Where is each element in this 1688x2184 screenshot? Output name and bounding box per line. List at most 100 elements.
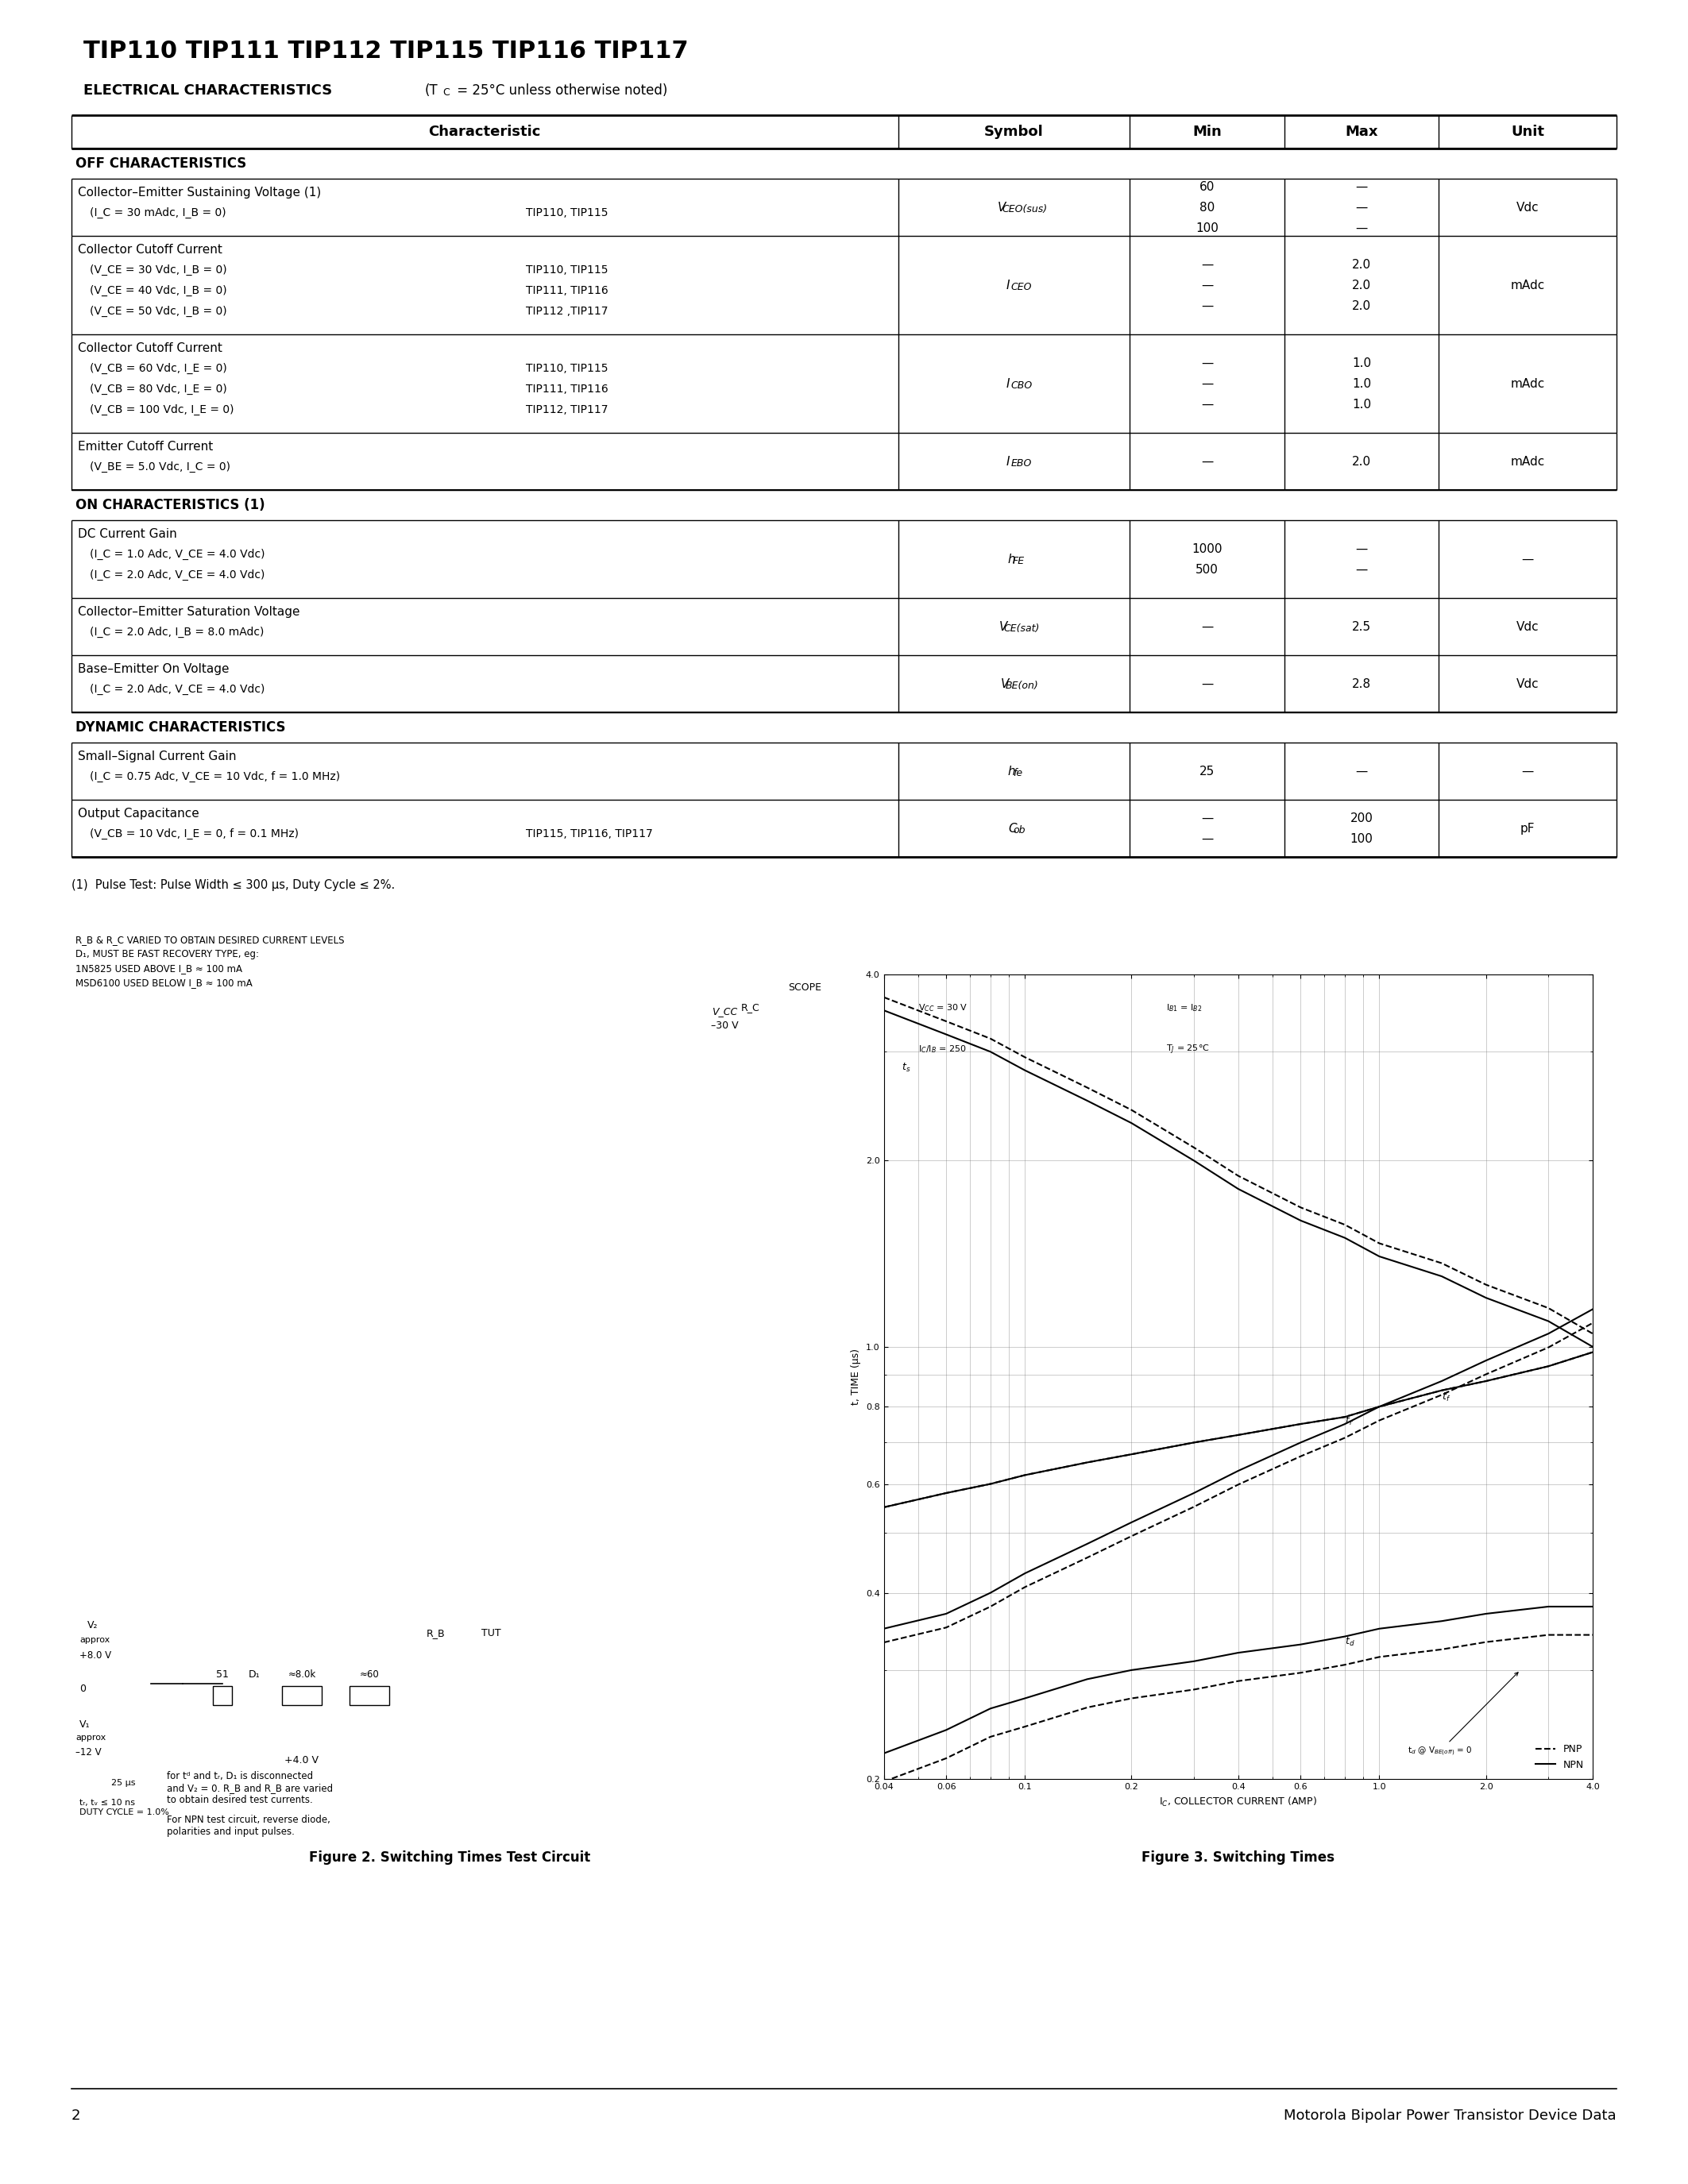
Text: 2.0: 2.0 (1352, 280, 1371, 290)
Text: (V_CE = 30 Vdc, I_B = 0): (V_CE = 30 Vdc, I_B = 0) (89, 264, 226, 275)
Text: pF: pF (1521, 823, 1534, 834)
Text: (V_CB = 80 Vdc, I_E = 0): (V_CB = 80 Vdc, I_E = 0) (89, 384, 226, 395)
Text: 2.0: 2.0 (1352, 258, 1371, 271)
Text: CEO: CEO (1011, 282, 1031, 293)
Text: CBO: CBO (1011, 380, 1033, 391)
tr (1538, 1354, 1558, 1380)
Text: FE: FE (1013, 557, 1025, 566)
tf (1229, 1457, 1249, 1483)
Text: Emitter Cutoff Current: Emitter Cutoff Current (78, 441, 213, 452)
X-axis label: I$_C$, COLLECTOR CURRENT (AMP): I$_C$, COLLECTOR CURRENT (AMP) (1160, 1795, 1317, 1808)
td (937, 1717, 957, 1743)
Text: Characteristic: Characteristic (429, 124, 540, 140)
tf (1475, 1348, 1496, 1374)
ts (874, 998, 895, 1024)
Text: 80: 80 (1200, 201, 1215, 214)
td (1431, 1607, 1452, 1634)
Text: —: — (1202, 397, 1214, 411)
td (1291, 1631, 1312, 1658)
Text: Base–Emitter On Voltage: Base–Emitter On Voltage (78, 664, 230, 675)
Text: OFF CHARACTERISTICS: OFF CHARACTERISTICS (76, 157, 246, 170)
Text: (I_C = 30 mAdc, I_B = 0): (I_C = 30 mAdc, I_B = 0) (89, 207, 226, 218)
Text: TUT: TUT (481, 1627, 501, 1638)
Bar (213, 1686, 231, 1706)
ts (981, 1040, 1001, 1066)
Y-axis label: t, TIME (μs): t, TIME (μs) (851, 1348, 861, 1404)
Text: 1.0: 1.0 (1352, 397, 1371, 411)
Text: t$_d$: t$_d$ (1345, 1636, 1355, 1647)
Text: I$_{B1}$ = I$_{B2}$: I$_{B1}$ = I$_{B2}$ (1166, 1002, 1202, 1013)
td (1475, 1601, 1496, 1627)
Text: D₁: D₁ (248, 1669, 260, 1679)
Text: —: — (1202, 299, 1214, 312)
Bar (349, 1686, 390, 1706)
Text: (V_BE = 5.0 Vdc, I_C = 0): (V_BE = 5.0 Vdc, I_C = 0) (89, 461, 230, 472)
Text: Vdc: Vdc (1516, 620, 1539, 633)
Text: —: — (1355, 181, 1367, 192)
Text: For NPN test circuit, reverse diode,
polarities and input pulses.: For NPN test circuit, reverse diode, pol… (167, 1815, 331, 1837)
Text: 0: 0 (79, 1684, 86, 1695)
Text: –30 V: –30 V (711, 1020, 739, 1031)
Bar (282, 1686, 322, 1706)
Text: tᵣ, tᵥ ≤ 10 ns
DUTY CYCLE = 1.0%: tᵣ, tᵥ ≤ 10 ns DUTY CYCLE = 1.0% (79, 1800, 169, 1815)
Text: I: I (1006, 456, 1009, 467)
Text: ELECTRICAL CHARACTERISTICS: ELECTRICAL CHARACTERISTICS (83, 83, 338, 98)
Text: DYNAMIC CHARACTERISTICS: DYNAMIC CHARACTERISTICS (76, 721, 285, 734)
ts (1077, 1088, 1097, 1114)
ts (937, 1022, 957, 1048)
Text: 25 μs: 25 μs (111, 1780, 135, 1787)
Text: t$_s$: t$_s$ (901, 1061, 912, 1075)
Text: C: C (1008, 823, 1016, 834)
Text: C: C (442, 87, 449, 98)
Text: Symbol: Symbol (984, 124, 1043, 140)
Text: 1N5825 USED ABOVE I_B ≈ 100 mA: 1N5825 USED ABOVE I_B ≈ 100 mA (76, 963, 243, 974)
tr (937, 1481, 957, 1507)
Text: I: I (1006, 378, 1009, 389)
tf (874, 1616, 895, 1642)
Text: ON CHARACTERISTICS (1): ON CHARACTERISTICS (1) (76, 498, 265, 513)
ts (1335, 1225, 1355, 1251)
tr (874, 1494, 895, 1520)
Text: Collector–Emitter Sustaining Voltage (1): Collector–Emitter Sustaining Voltage (1) (78, 186, 321, 199)
Text: D₁, MUST BE FAST RECOVERY TYPE, eg:: D₁, MUST BE FAST RECOVERY TYPE, eg: (76, 950, 258, 959)
Text: —: — (1355, 201, 1367, 214)
Text: t$_f$: t$_f$ (1442, 1391, 1450, 1404)
Text: –12 V: –12 V (76, 1747, 101, 1758)
Text: 1000: 1000 (1192, 544, 1222, 555)
Text: R_C: R_C (741, 1002, 760, 1013)
Text: 100: 100 (1195, 223, 1219, 234)
Text: 100: 100 (1350, 832, 1372, 845)
Text: 2: 2 (71, 2108, 81, 2123)
ts (1014, 1057, 1035, 1083)
Text: t$_d$ @ V$_{BE(off)}$ = 0: t$_d$ @ V$_{BE(off)}$ = 0 (1408, 1673, 1518, 1758)
tf (1538, 1321, 1558, 1348)
Text: mAdc: mAdc (1511, 456, 1545, 467)
Text: R_B & R_C VARIED TO OBTAIN DESIRED CURRENT LEVELS: R_B & R_C VARIED TO OBTAIN DESIRED CURRE… (76, 935, 344, 946)
Text: (V_CB = 10 Vdc, I_E = 0, f = 0.1 MHz): (V_CB = 10 Vdc, I_E = 0, f = 0.1 MHz) (89, 828, 299, 839)
Text: SCOPE: SCOPE (788, 983, 822, 994)
Text: Vdc: Vdc (1516, 677, 1539, 690)
Legend: PNP, NPN: PNP, NPN (1531, 1741, 1588, 1773)
Text: 2.5: 2.5 (1352, 620, 1371, 633)
Text: Small–Signal Current Gain: Small–Signal Current Gain (78, 751, 236, 762)
Text: Output Capacitance: Output Capacitance (78, 808, 199, 819)
tf (1014, 1559, 1035, 1586)
Text: ≈60: ≈60 (360, 1669, 380, 1679)
Line: tf: tf (885, 1308, 1593, 1629)
tr (1475, 1367, 1496, 1393)
ts (1369, 1243, 1389, 1269)
Text: (I_C = 2.0 Adc, V_CE = 4.0 Vdc): (I_C = 2.0 Adc, V_CE = 4.0 Vdc) (89, 570, 265, 581)
tr (1229, 1422, 1249, 1448)
tr (1431, 1378, 1452, 1404)
Text: (I_C = 2.0 Adc, I_B = 8.0 mAdc): (I_C = 2.0 Adc, I_B = 8.0 mAdc) (89, 627, 263, 638)
td (1583, 1594, 1604, 1621)
Text: 60: 60 (1200, 181, 1215, 192)
Text: —: — (1521, 553, 1534, 566)
Text: 2.0: 2.0 (1352, 299, 1371, 312)
ts (1121, 1109, 1141, 1136)
Text: TIP110, TIP115: TIP110, TIP115 (527, 207, 608, 218)
Text: —: — (1202, 280, 1214, 290)
Text: —: — (1202, 832, 1214, 845)
Text: mAdc: mAdc (1511, 378, 1545, 389)
Text: ≈8.0k: ≈8.0k (289, 1669, 316, 1679)
